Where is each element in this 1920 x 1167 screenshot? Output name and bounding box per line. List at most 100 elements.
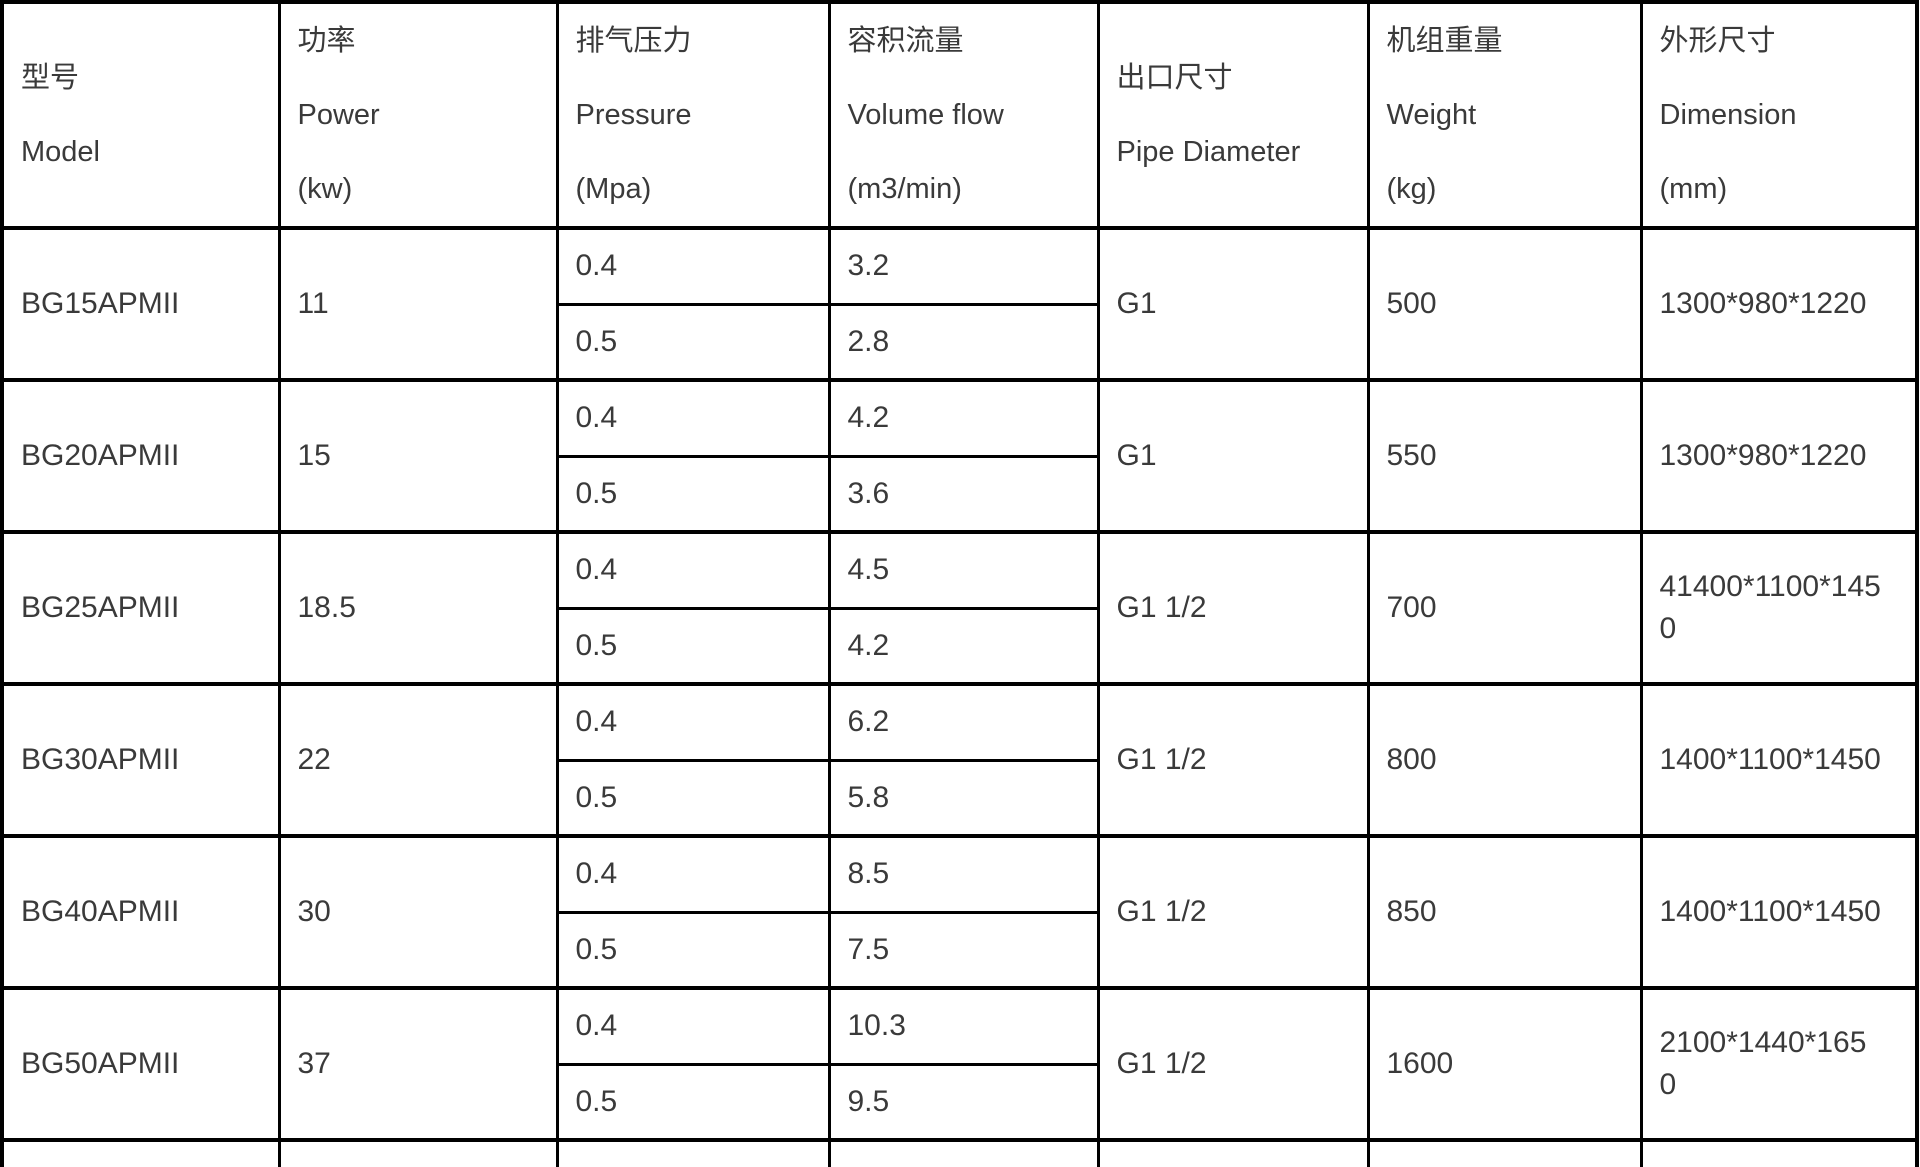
header-power-unit: (kw) <box>297 173 353 205</box>
power-cell: 11 <box>277 226 559 382</box>
volume-cell: 8.5 <box>827 834 1100 914</box>
dimension-cell: 1300*980*1220 <box>1639 378 1919 534</box>
pressure-cell: 0.5 <box>555 454 831 534</box>
table-row: BG30APMII 22 0.4 6.2 G1 1/2 800 1400*110… <box>0 682 1919 838</box>
table-row: BG15APMII 11 0.4 3.2 G1 500 1300*980*122… <box>0 226 1919 382</box>
pressure-cell: 0.4 <box>555 226 831 306</box>
weight-cell: 550 <box>1366 378 1643 534</box>
header-pressure-en: Pressure <box>575 99 692 131</box>
volume-cell: 2.8 <box>827 302 1100 382</box>
pipe-cell <box>1096 1138 1370 1167</box>
weight-cell: 500 <box>1366 226 1643 382</box>
power-cell: 37 <box>277 986 559 1142</box>
weight-cell: 800 <box>1366 682 1643 838</box>
pressure-cell: 0.5 <box>555 606 831 686</box>
volume-cell: 3.6 <box>827 454 1100 534</box>
header-power-zh: 功率 <box>297 25 356 57</box>
header-power-en: Power <box>297 99 380 131</box>
volume-cell <box>827 1138 1100 1167</box>
header-power: 功率 Power (kw) <box>277 0 559 230</box>
dimension-cell: 2100*1440*1650 <box>1639 986 1919 1142</box>
pressure-cell: 0.4 <box>555 530 831 610</box>
header-pressure-unit: (Mpa) <box>575 173 652 205</box>
pressure-cell: 0.5 <box>555 302 831 382</box>
volume-cell: 9.5 <box>827 1062 1100 1142</box>
header-volume-unit: (m3/min) <box>847 173 962 205</box>
header-dimension-zh: 外形尺寸 <box>1659 25 1776 57</box>
table-subrow: 0.5 2.8 <box>2 302 1917 382</box>
volume-cell: 4.2 <box>827 378 1100 458</box>
header-pressure: 排气压力 Pressure (Mpa) <box>555 0 831 230</box>
table-row: BG20APMII 15 0.4 4.2 G1 550 1300*980*122… <box>0 378 1919 534</box>
volume-cell: 10.3 <box>827 986 1100 1066</box>
header-dimension-en: Dimension <box>1659 99 1797 131</box>
header-row: 型号 Model 功率 Power (kw) 排气压力 Pressure (Mp… <box>0 0 1919 230</box>
header-model: 型号 Model <box>0 0 281 230</box>
power-cell <box>277 1138 559 1167</box>
header-model-zh: 型号 <box>21 62 80 94</box>
header-pipe-zh: 出口尺寸 <box>1116 62 1233 94</box>
header-dimension: 外形尺寸 Dimension (mm) <box>1639 0 1919 230</box>
pressure-cell: 0.4 <box>555 834 831 914</box>
header-weight: 机组重量 Weight (kg) <box>1366 0 1643 230</box>
header-dimension-unit: (mm) <box>1659 173 1728 205</box>
table-row: BG25APMII 18.5 0.4 4.5 G1 1/2 700 41400*… <box>0 530 1919 686</box>
pressure-cell: 0.4 <box>555 986 831 1066</box>
volume-cell: 3.2 <box>827 226 1100 306</box>
model-cell: BG50APMII <box>0 986 281 1142</box>
pressure-cell: 0.5 <box>555 758 831 838</box>
dimension-cell: 1400*1100*1450 <box>1639 834 1919 990</box>
volume-cell: 4.2 <box>827 606 1100 686</box>
header-pipe-en: Pipe Diameter <box>1116 136 1301 168</box>
pipe-cell: G1 1/2 <box>1096 986 1370 1142</box>
pressure-cell: 0.4 <box>555 378 831 458</box>
table-subrow: 0.5 5.8 <box>2 758 1917 838</box>
pressure-cell: 0.5 <box>555 1062 831 1142</box>
dimension-cell: 41400*1100*1450 <box>1639 530 1919 686</box>
header-pipe-diameter: 出口尺寸 Pipe Diameter <box>1096 0 1370 230</box>
dimension-cell: 1400*1100*1450 <box>1639 682 1919 838</box>
table-subrow: 0.5 4.2 <box>2 606 1917 686</box>
power-cell: 30 <box>277 834 559 990</box>
header-volume-en: Volume flow <box>847 99 1004 131</box>
model-cell: BG40APMII <box>0 834 281 990</box>
header-weight-unit: (kg) <box>1386 173 1437 205</box>
pressure-cell: 0.4 <box>555 682 831 762</box>
pipe-cell: G1 1/2 <box>1096 682 1370 838</box>
volume-cell: 7.5 <box>827 910 1100 990</box>
dimension-cell: 1300*980*1220 <box>1639 226 1919 382</box>
header-weight-en: Weight <box>1386 99 1477 131</box>
weight-cell: 850 <box>1366 834 1643 990</box>
volume-cell: 6.2 <box>827 682 1100 762</box>
table-row-partial <box>0 1138 1919 1167</box>
weight-cell <box>1366 1138 1643 1167</box>
model-cell: BG20APMII <box>0 378 281 534</box>
pipe-cell: G1 1/2 <box>1096 834 1370 990</box>
header-model-en: Model <box>21 136 100 168</box>
pressure-cell: 0.5 <box>555 910 831 990</box>
model-cell <box>0 1138 281 1167</box>
model-cell: BG25APMII <box>0 530 281 686</box>
power-cell: 22 <box>277 682 559 838</box>
pipe-cell: G1 <box>1096 378 1370 534</box>
volume-cell: 4.5 <box>827 530 1100 610</box>
pipe-cell: G1 1/2 <box>1096 530 1370 686</box>
power-cell: 15 <box>277 378 559 534</box>
table-subrow: 0.5 7.5 <box>2 910 1917 990</box>
table-subrow: 0.5 9.5 <box>2 1062 1917 1142</box>
header-volume-zh: 容积流量 <box>847 25 964 57</box>
weight-cell: 700 <box>1366 530 1643 686</box>
header-pressure-zh: 排气压力 <box>575 25 692 57</box>
volume-cell: 5.8 <box>827 758 1100 838</box>
dimension-cell <box>1639 1138 1919 1167</box>
pressure-cell <box>555 1138 831 1167</box>
header-volume-flow: 容积流量 Volume flow (m3/min) <box>827 0 1100 230</box>
weight-cell: 1600 <box>1366 986 1643 1142</box>
power-cell: 18.5 <box>277 530 559 686</box>
header-weight-zh: 机组重量 <box>1386 25 1503 57</box>
table-row: BG40APMII 30 0.4 8.5 G1 1/2 850 1400*110… <box>0 834 1919 990</box>
model-cell: BG15APMII <box>0 226 281 382</box>
model-cell: BG30APMII <box>0 682 281 838</box>
